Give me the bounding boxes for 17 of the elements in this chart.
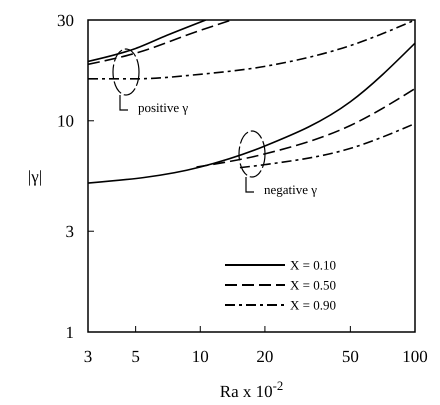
y-tick-label: 3 xyxy=(66,222,74,242)
x-axis-title: Ra x 10$^{-2}$ xyxy=(220,379,284,401)
legend-label: X = 0.90 xyxy=(290,298,336,313)
y-tick-label: 10 xyxy=(57,112,74,131)
x-tick-label: 5 xyxy=(131,347,140,366)
legend-label: X = 0.50 xyxy=(290,278,336,293)
y-tick-label: 30 xyxy=(57,10,74,30)
legend-label: X = 0.10 xyxy=(290,258,336,273)
annotation: negative γ xyxy=(264,182,318,197)
y-tick-label: 1 xyxy=(66,322,74,342)
x-tick-label: 10 xyxy=(192,347,209,366)
annotation: positive γ xyxy=(138,100,188,115)
y-axis-title: |γ| xyxy=(28,166,42,186)
x-tick-label: 3 xyxy=(84,347,92,366)
x-tick-label: 100 xyxy=(402,347,428,366)
x-tick-label: 20 xyxy=(256,347,274,366)
x-tick-label: 50 xyxy=(342,347,359,366)
